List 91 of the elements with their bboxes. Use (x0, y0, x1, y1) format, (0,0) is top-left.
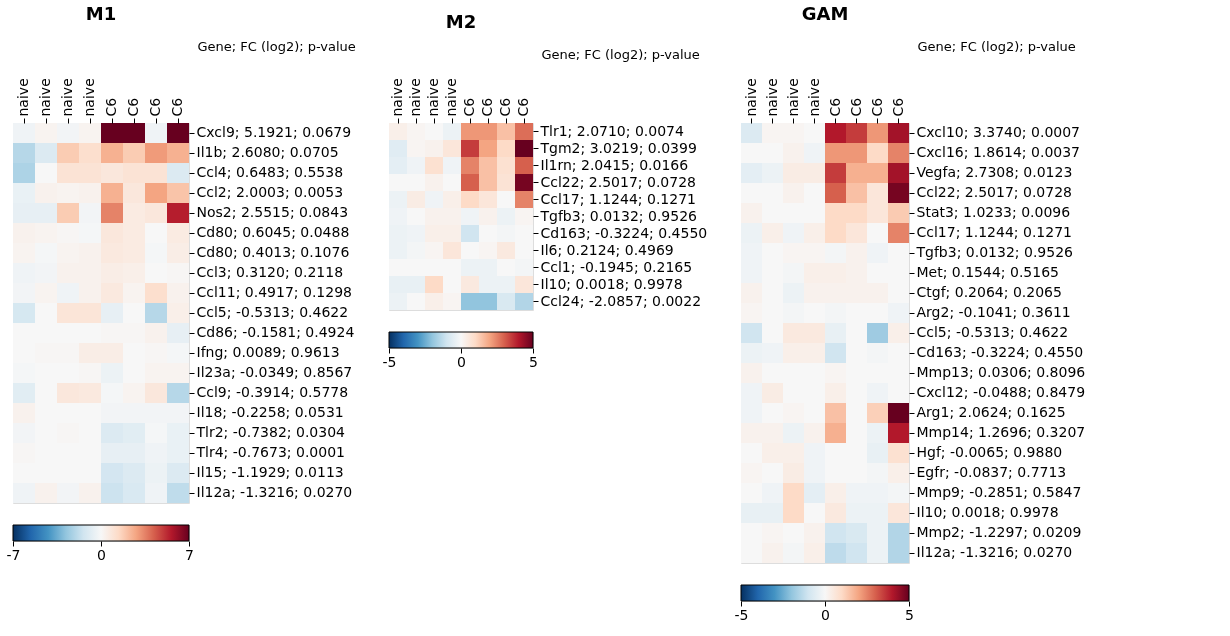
color-bar-label: -5 (382, 353, 397, 370)
x-tick-label: C6 (889, 97, 906, 117)
color-bar-label: -5 (734, 606, 749, 623)
y-tick-label: Hgf; -0.0065; 0.9880 (916, 444, 1063, 460)
y-axis-title: Gene; FC (log2); p-value (541, 46, 700, 62)
y-tick-label: Ccl22; 2.5017; 0.0728 (540, 173, 696, 190)
y-tick-label: Arg2; -0.1041; 0.3611 (916, 304, 1071, 320)
chart-title: M2 (445, 11, 477, 32)
chart-title: M1 (85, 3, 117, 24)
y-tick-label: Ccl9; -0.3914; 0.5778 (196, 384, 349, 400)
x-tick-label: C6 (826, 97, 843, 117)
y-tick-label: Il1rn; 2.0415; 0.0166 (540, 156, 689, 173)
y-tick-label: Ccl5; -0.5313; 0.4622 (916, 324, 1069, 340)
y-tick-label: Egfr; -0.0837; 0.7713 (916, 464, 1067, 480)
y-tick-label: Ccl17; 1.1244; 0.1271 (916, 224, 1072, 240)
y-tick-label: Tgm2; 3.0219; 0.0399 (539, 139, 697, 156)
y-tick-label: Nos2; 2.5515; 0.0843 (196, 204, 349, 220)
y-tick-label: Ccl4; 0.6483; 0.5538 (196, 164, 344, 180)
color-bar-label: 0 (97, 546, 106, 563)
y-tick-label: Il10; 0.0018; 0.9978 (540, 275, 683, 292)
y-tick-label: Mmp2; -1.2297; 0.0209 (916, 524, 1082, 540)
x-tick-label: C6 (103, 97, 119, 117)
x-tick-label: C6 (847, 97, 864, 117)
x-tick-label: C6 (497, 97, 513, 117)
y-tick-label: Il23a; -0.0349; 0.8567 (196, 364, 353, 380)
x-tick-label: C6 (169, 97, 185, 117)
x-tick-label: C6 (147, 97, 163, 117)
y-tick-label: Mmp14; 1.2696; 0.3207 (916, 424, 1086, 440)
y-tick-label: Ccl2; 2.0003; 0.0053 (196, 184, 344, 200)
x-tick-label: C6 (868, 97, 885, 117)
chart-title: GAM (801, 3, 849, 24)
x-tick-label: C6 (125, 97, 141, 117)
x-tick-label: naive (805, 78, 822, 117)
x-tick-label: naive (37, 78, 53, 117)
y-tick-label: Ifng; 0.0089; 0.9613 (196, 344, 340, 360)
color-bar-label: 0 (457, 353, 466, 370)
y-tick-label: Stat3; 1.0233; 0.0096 (916, 204, 1071, 220)
y-tick-label: Ccl11; 0.4917; 0.1298 (196, 284, 352, 300)
y-tick-label: Ccl17; 1.1244; 0.1271 (540, 190, 696, 207)
y-tick-label: Cxcl16; 1.8614; 0.0037 (916, 144, 1081, 160)
y-tick-label: Tlr2; -0.7382; 0.0304 (195, 424, 346, 440)
y-tick-label: Cxcl10; 3.3740; 0.0007 (916, 124, 1081, 140)
y-tick-label: Il1b; 2.6080; 0.0705 (196, 144, 339, 160)
x-tick-label: naive (425, 78, 441, 117)
y-axis-title: Gene; FC (log2); p-value (917, 38, 1076, 54)
y-tick-label: Vegfa; 2.7308; 0.0123 (916, 164, 1073, 180)
color-bar-label: 7 (185, 546, 194, 563)
y-tick-label: Ccl24; -2.0857; 0.0022 (540, 292, 702, 309)
x-tick-label: naive (81, 78, 97, 117)
y-tick-label: Cxcl12; -0.0488; 0.8479 (916, 384, 1086, 400)
y-tick-label: Ccl22; 2.5017; 0.0728 (916, 184, 1072, 200)
color-bar-label: 0 (821, 606, 830, 623)
y-tick-label: Arg1; 2.0624; 0.1625 (916, 404, 1066, 420)
y-tick-label: Ccl1; -0.1945; 0.2165 (540, 258, 693, 275)
y-tick-label: Met; 0.1544; 0.5165 (916, 264, 1059, 280)
color-bar-label: -7 (6, 546, 21, 563)
x-tick-label: naive (389, 78, 405, 117)
x-tick-label: C6 (461, 97, 477, 117)
x-tick-label: naive (15, 78, 31, 117)
y-tick-label: Tgfb3; 0.0132; 0.9526 (539, 207, 698, 224)
y-tick-label: Cd163; -0.3224; 0.4550 (540, 224, 708, 241)
y-tick-label: Cd86; -0.1581; 0.4924 (196, 324, 355, 340)
x-tick-label: C6 (515, 97, 531, 117)
x-tick-label: naive (763, 78, 780, 117)
y-tick-label: Ccl5; -0.5313; 0.4622 (196, 304, 349, 320)
y-tick-label: Cxcl9; 5.1921; 0.0679 (196, 124, 352, 140)
x-tick-label: naive (443, 78, 459, 117)
color-bar-label: 5 (905, 606, 914, 623)
x-tick-label: naive (742, 78, 759, 117)
y-tick-label: Mmp13; 0.0306; 0.8096 (916, 364, 1086, 380)
y-tick-label: Il6; 0.2124; 0.4969 (540, 241, 674, 258)
y-axis-title: Gene; FC (log2); p-value (197, 38, 356, 54)
y-tick-label: Tgfb3; 0.0132; 0.9526 (915, 244, 1074, 260)
y-tick-label: Cd80; 0.4013; 0.1076 (196, 244, 350, 260)
x-tick-label: naive (59, 78, 75, 117)
y-tick-label: Il10; 0.0018; 0.9978 (916, 504, 1059, 520)
y-tick-label: Ctgf; 0.2064; 0.2065 (916, 284, 1062, 300)
y-tick-label: Il18; -0.2258; 0.0531 (196, 404, 344, 420)
x-tick-label: naive (407, 78, 423, 117)
y-tick-label: Tlr1; 2.0710; 0.0074 (539, 122, 684, 139)
y-tick-label: Cd163; -0.3224; 0.4550 (916, 344, 1084, 360)
x-tick-label: C6 (479, 97, 495, 117)
color-bar-label: 5 (529, 353, 538, 370)
y-tick-label: Il15; -1.1929; 0.0113 (196, 464, 344, 480)
y-tick-label: Mmp9; -0.2851; 0.5847 (916, 484, 1082, 500)
y-tick-label: Il12a; -1.3216; 0.0270 (196, 484, 353, 500)
y-tick-label: Cd80; 0.6045; 0.0488 (196, 224, 350, 240)
x-tick-label: naive (784, 78, 801, 117)
y-tick-label: Tlr4; -0.7673; 0.0001 (195, 444, 345, 460)
y-tick-label: Ccl3; 0.3120; 0.2118 (196, 264, 344, 280)
y-tick-label: Il12a; -1.3216; 0.0270 (916, 544, 1073, 560)
